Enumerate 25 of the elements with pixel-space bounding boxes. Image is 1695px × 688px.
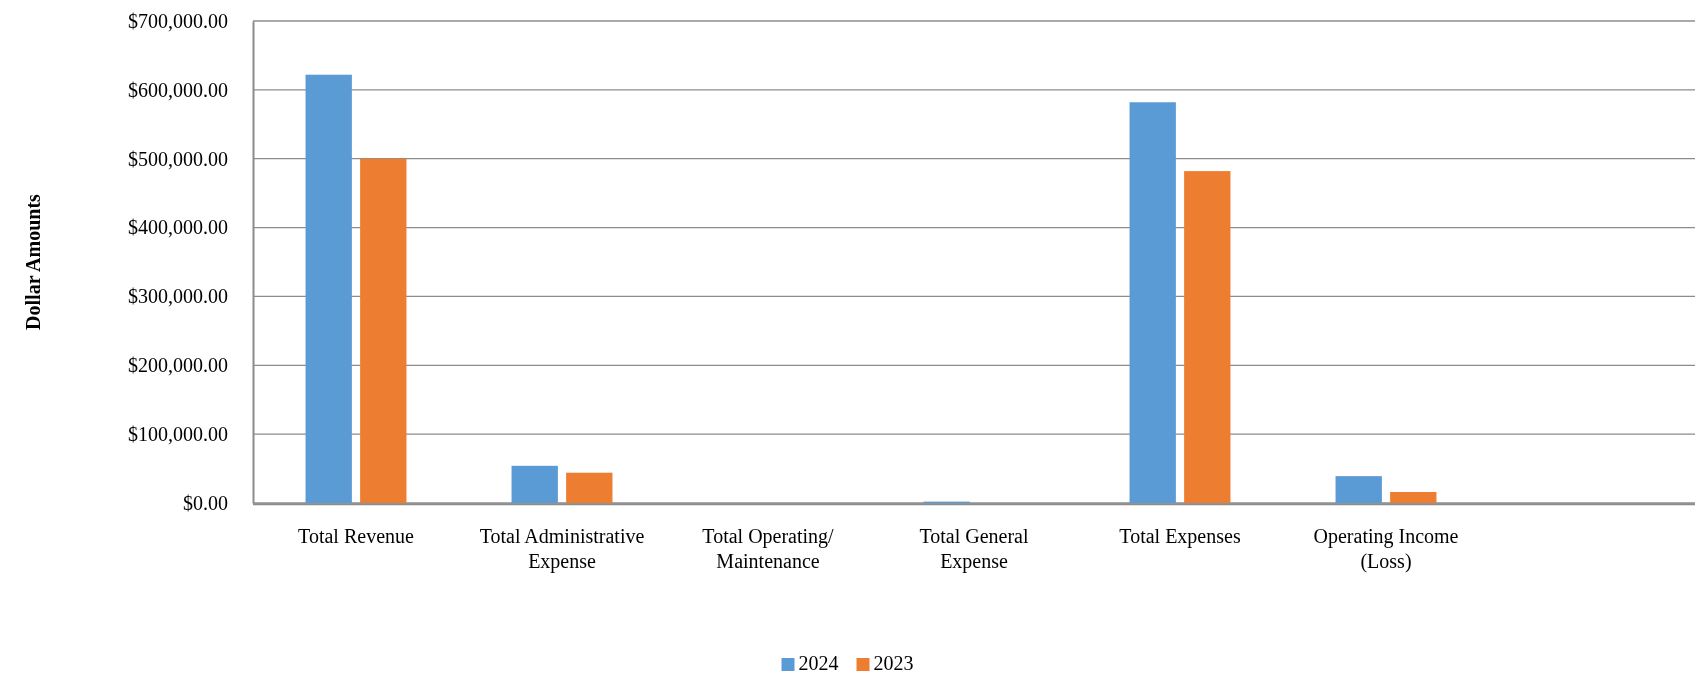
x-tick-label: Operating Income (Loss) [1313,525,1459,573]
x-tick-label: Total Revenue [298,525,415,547]
bar [1184,171,1231,503]
y-tick-label: $100,000.00 [128,423,228,446]
bar [1335,476,1382,503]
legend-label: 2023 [873,652,914,674]
y-tick-label: $300,000.00 [128,285,228,308]
legend-label: 2024 [798,652,839,674]
y-axis-title: Dollar Amounts [22,193,44,330]
y-tick-label: $500,000.00 [128,147,228,170]
bar [305,74,352,503]
bar [1129,102,1176,503]
x-tick-label: Total General Expense [919,525,1029,573]
y-tick-label: $200,000.00 [128,354,228,377]
y-tick-label: $400,000.00 [128,216,228,239]
x-tick-label: Total Expenses [1119,525,1241,548]
y-tick-label: $600,000.00 [128,78,228,101]
x-tick-label: Total Administrative Expense [479,525,645,573]
bar [511,465,558,503]
bar [1390,491,1437,503]
y-tick-label: $700,000.00 [128,9,228,32]
x-tick-label: Total Operating/ Maintenance [702,525,835,572]
y-tick-label: $0.00 [183,491,228,514]
bar [566,472,613,503]
bar [360,158,407,503]
